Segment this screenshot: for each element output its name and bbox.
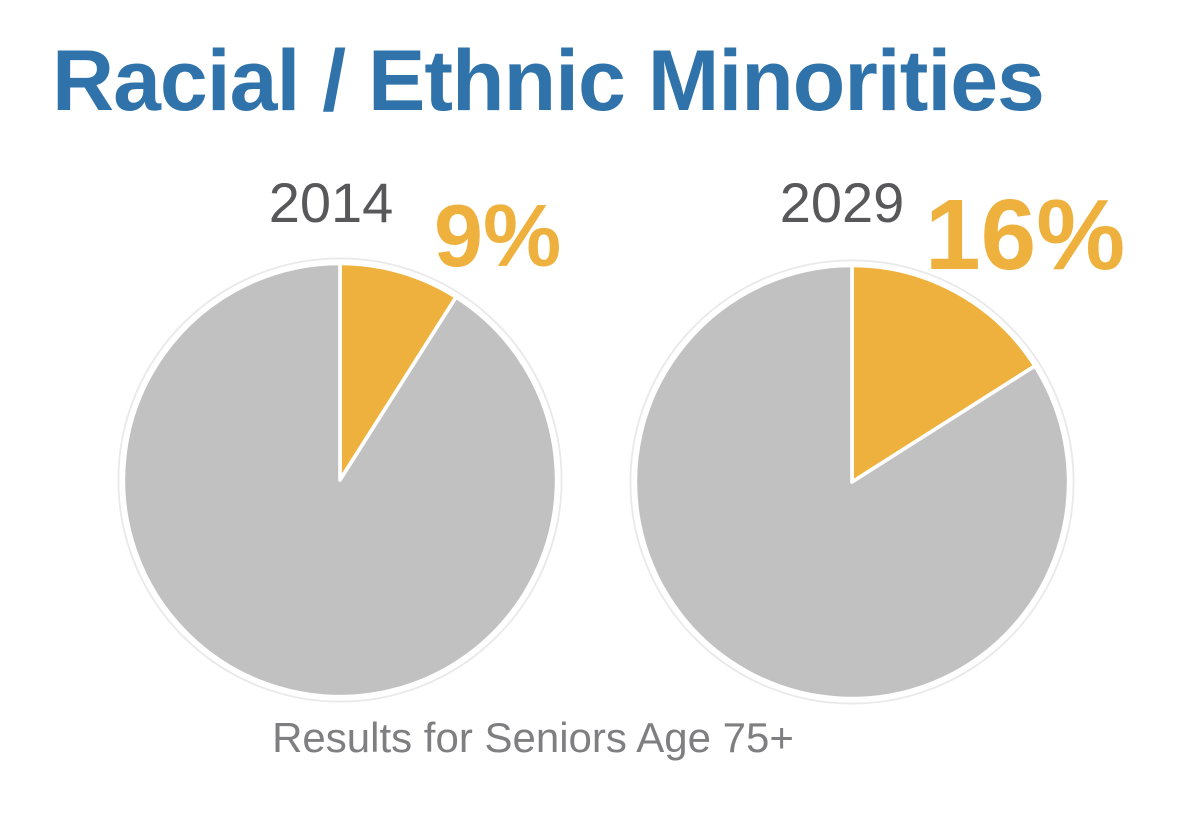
pie-2014-svg: [117, 257, 563, 703]
page-title: Racial / Ethnic Minorities: [52, 33, 1045, 129]
pie-2014-year-label: 2014: [268, 171, 394, 234]
pie-slice-majority: [121, 261, 559, 699]
pie-chart-2014: [112, 252, 568, 708]
pie-2029-percent-label: 16%: [925, 179, 1126, 291]
pie-slice-majority: [633, 263, 1071, 701]
pie-outer-rim: [117, 257, 563, 703]
pie-slice-minority: [338, 261, 458, 482]
pie-chart-2029: [624, 254, 1080, 710]
pie-2029-year-label: 2029: [779, 171, 905, 234]
pie-2029-svg: [629, 259, 1075, 705]
chart-caption: Results for Seniors Age 75+: [272, 714, 794, 761]
pie-outer-rim: [629, 259, 1075, 705]
pie-slice-minority: [850, 263, 1037, 484]
pie-2014-percent-label: 9%: [434, 186, 562, 285]
